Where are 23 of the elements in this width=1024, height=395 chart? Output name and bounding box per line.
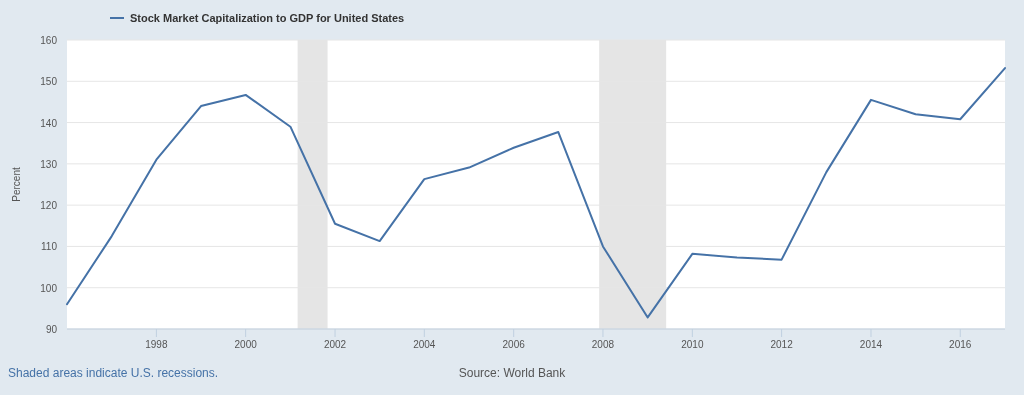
legend-label: Stock Market Capitalization to GDP for United States — [130, 12, 405, 24]
y-tick-label: 160 — [40, 35, 58, 46]
y-tick-label: 120 — [40, 200, 58, 212]
y-axis-title: Percent — [11, 167, 22, 202]
x-tick-label: 2016 — [949, 339, 972, 350]
x-tick-label: 2002 — [323, 339, 347, 350]
y-tick-label: 90 — [45, 324, 58, 335]
line-series — [66, 67, 1006, 319]
x-tick-label: 2014 — [859, 339, 883, 350]
x-tick-label: 2000 — [234, 339, 258, 350]
x-tick-label: 2006 — [502, 339, 526, 350]
y-tick-label: 130 — [40, 158, 58, 170]
y-tick-label: 100 — [40, 282, 58, 294]
y-tick-label: 110 — [41, 241, 58, 253]
y-tick-label: 150 — [40, 76, 58, 88]
x-tick-label: 2008 — [591, 339, 615, 350]
y-tick-label: 140 — [40, 117, 58, 129]
text: Shaded areas indicate U.S. recessions. — [8, 366, 219, 380]
x-tick-label: 2012 — [770, 339, 794, 350]
source-note: Source: World Bank — [458, 366, 567, 380]
x-tick-label: 2010 — [681, 339, 704, 350]
x-tick-label: 2004 — [413, 339, 436, 350]
x-tick-label: 1998 — [145, 339, 168, 350]
